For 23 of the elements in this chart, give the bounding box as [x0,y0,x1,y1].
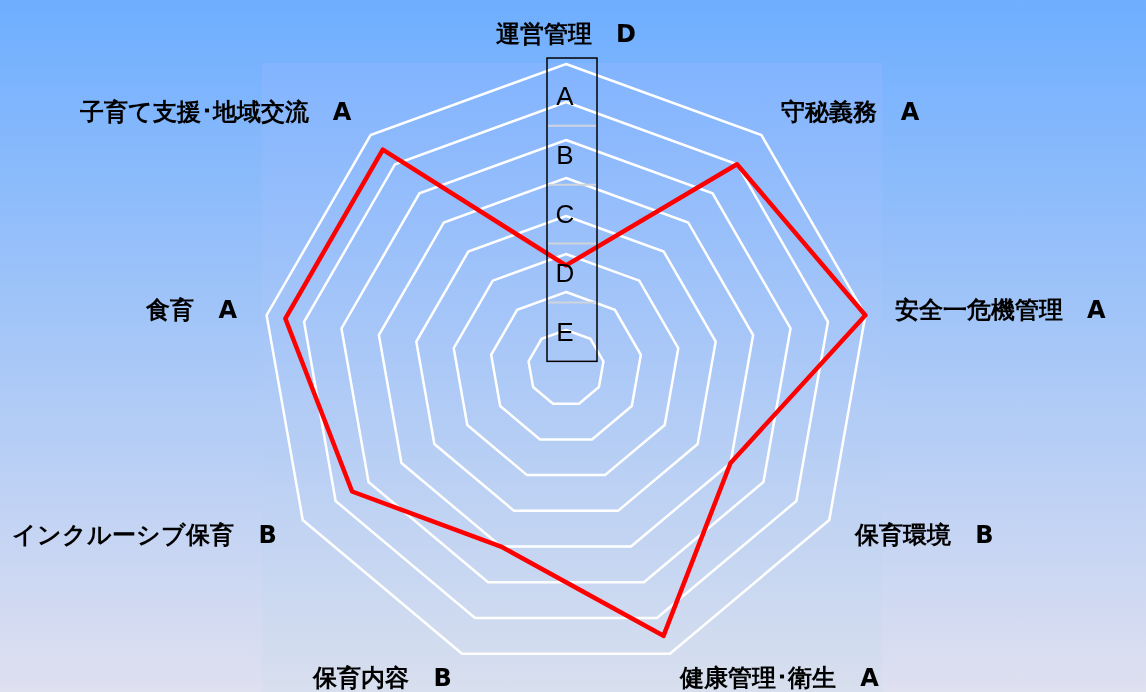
spoke-label: 守秘義務 [780,98,877,127]
spoke-label: 保育内容 [312,664,410,692]
text: A [332,98,352,127]
y-tick-label: A [556,81,575,112]
text: B [975,521,994,549]
spoke-label: 健康管理･衛生 [679,664,837,692]
text: D [616,20,636,48]
text: B [433,664,452,692]
y-tick-label: B [556,140,574,171]
spoke-label: 安全一危機管理 [894,296,1063,324]
spoke-label: 保育環境 [854,521,952,549]
text: B [258,521,277,549]
text: A [900,98,920,127]
text: A [860,664,879,692]
text: A [218,296,238,324]
spoke-label: 食育 [145,296,195,324]
text: A [1086,296,1106,324]
spoke-label: 運営管理 [496,20,593,48]
y-tick-label: D [555,258,575,288]
spoke-label: インクルーシブ保育 [12,521,235,549]
y-tick-label: E [556,316,574,347]
y-tick-label: C [555,199,575,230]
spoke-label: 子育て支援･地域交流 [78,98,310,127]
